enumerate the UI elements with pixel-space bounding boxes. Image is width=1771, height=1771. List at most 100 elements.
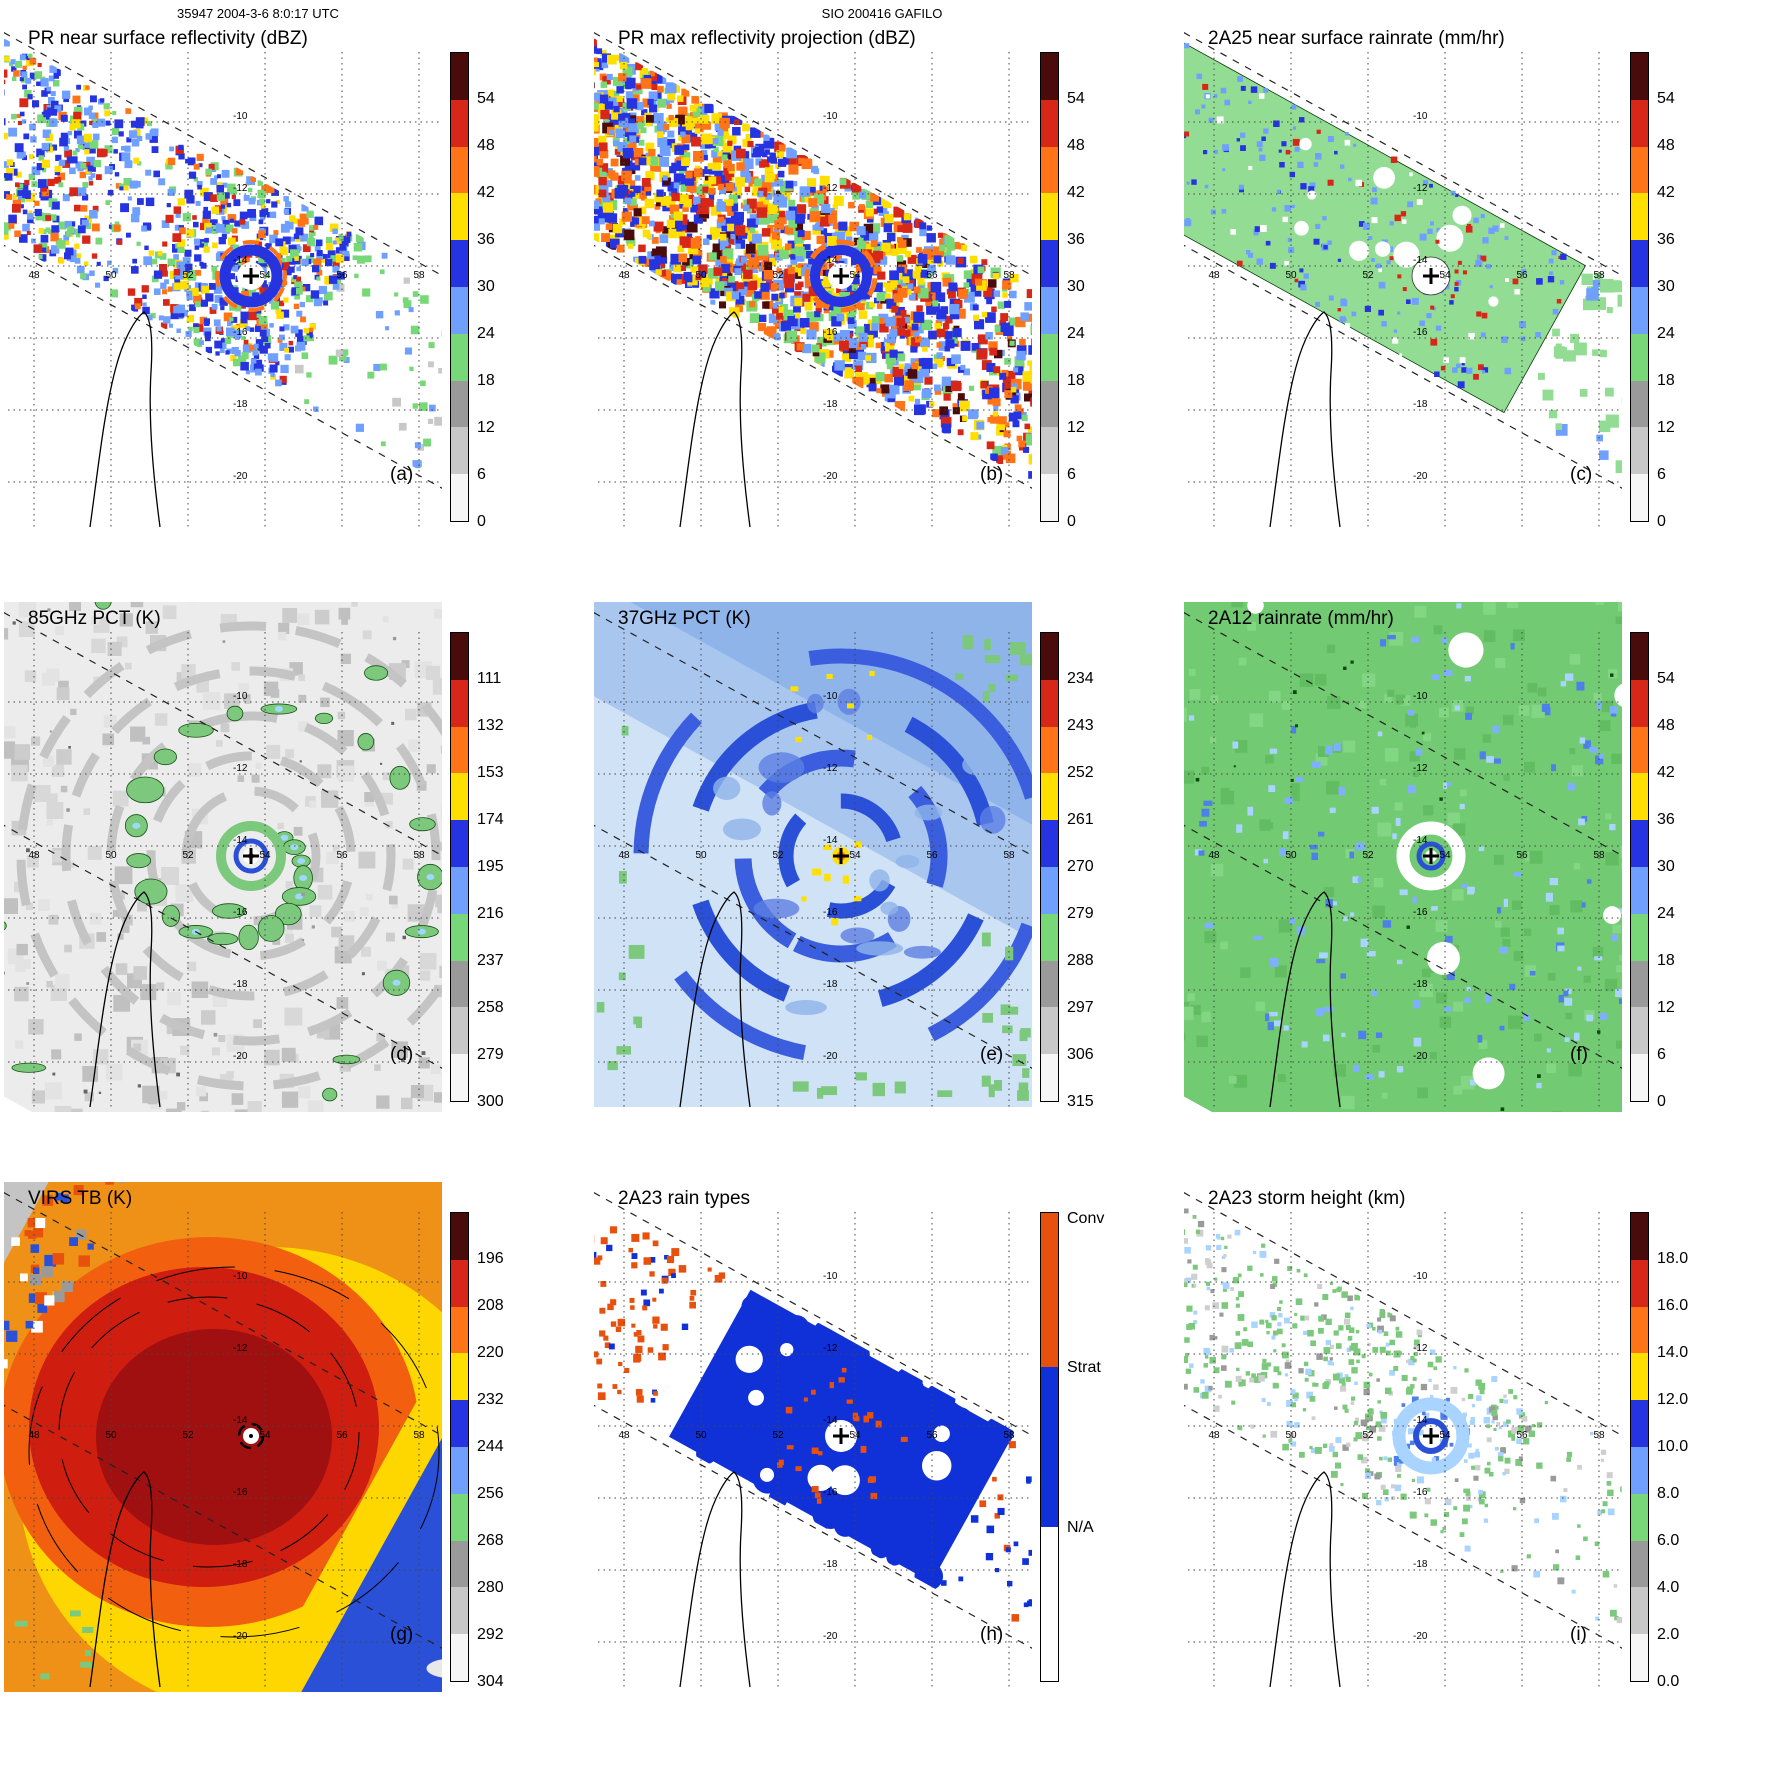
lat-label: -20 xyxy=(1413,1631,1428,1642)
lat-label: -16 xyxy=(823,327,838,338)
panel-c: 48 50 52 54 56 58 -10 -12 -14 -16 -18 -20 2A25 near … xyxy=(1180,22,1770,602)
coastline xyxy=(1269,311,1341,528)
grid-layer xyxy=(1188,1212,1620,1687)
lat-label: -10 xyxy=(823,1271,838,1282)
colorbar-segment xyxy=(451,1446,468,1494)
colorbar-tick-label: 0 xyxy=(1657,1093,1666,1110)
colorbar-segment xyxy=(1041,679,1058,727)
lon-label: 56 xyxy=(1516,1430,1528,1441)
panel-letter: (a) xyxy=(390,464,413,485)
colorbar-segment xyxy=(1631,380,1648,428)
panel-letter: (e) xyxy=(980,1044,1003,1065)
colorbar-e: 234 243 252 261 270 279 288 297 306 315 xyxy=(1040,632,1178,1110)
colorbar-segment xyxy=(1631,240,1648,287)
grid-layer xyxy=(8,632,440,1107)
panel-letter: (g) xyxy=(390,1624,413,1645)
colorbar-segment xyxy=(451,1587,468,1635)
storm-center-marker xyxy=(1423,1428,1439,1444)
lat-label: -12 xyxy=(823,183,838,194)
lat-label: -16 xyxy=(233,1487,248,1498)
colorbar-tick-label: 0.0 xyxy=(1657,1673,1680,1690)
lat-label: -10 xyxy=(1413,1271,1428,1282)
colorbar-tick-label: 220 xyxy=(477,1344,504,1361)
lon-label: 48 xyxy=(28,850,40,861)
lat-label: -16 xyxy=(1413,907,1428,918)
panel-g: 48 50 52 54 56 58 -10 -12 -14 -16 -18 -20 VIRS TB (K… xyxy=(0,1182,590,1762)
colorbar-tick-label: 195 xyxy=(477,858,504,875)
panel-letter: (b) xyxy=(980,464,1003,485)
panel-title: 2A23 storm height (km) xyxy=(1208,1188,1405,1209)
lat-label: -18 xyxy=(1413,399,1428,410)
colorbar-segment xyxy=(451,53,468,100)
colorbar-segment xyxy=(1631,633,1648,680)
colorbar-segment xyxy=(1631,1007,1648,1055)
lon-label: 58 xyxy=(1593,1430,1605,1441)
panel-title: VIRS TB (K) xyxy=(28,1188,132,1209)
colorbar-tick-label: 12 xyxy=(1657,419,1675,436)
colorbar-segment xyxy=(1041,1526,1058,1681)
lon-label: 48 xyxy=(1208,1430,1220,1441)
colorbar-strip xyxy=(1630,52,1649,522)
colorbar-segment xyxy=(1041,1367,1058,1527)
lat-label: -16 xyxy=(823,907,838,918)
colorbar-tick-label: 304 xyxy=(477,1673,504,1690)
panel-d: 48 50 52 54 56 58 -10 -12 -14 -16 -18 -20 85GHz PCT … xyxy=(0,602,590,1182)
geo-labels: 48 50 52 54 56 58 -10 -12 -14 -16 -18 -20 xyxy=(28,1271,425,1642)
panel-a: 48 50 52 54 56 58 -10 -12 -14 -16 -18 -20 PR near su… xyxy=(0,22,590,602)
lon-label: 52 xyxy=(772,270,784,281)
colorbar-segment xyxy=(1041,427,1058,475)
colorbar-segment xyxy=(451,1634,468,1681)
grid-layer xyxy=(1188,52,1620,527)
colorbar-tick-label: 10.0 xyxy=(1657,1438,1689,1455)
panel-b: 48 50 52 54 56 58 -10 -12 -14 -16 -18 -20 PR max ref… xyxy=(590,22,1180,602)
lat-label: -10 xyxy=(1413,111,1428,122)
geo-labels: 48 50 52 54 56 58 -10 -12 -14 -16 -18 -20 xyxy=(1208,1271,1605,1642)
map-h: 48 50 52 54 56 58 -10 -12 -14 -16 -18 -20 2A23 rain … xyxy=(594,1182,1032,1692)
colorbar-tick-label: 196 xyxy=(477,1250,504,1267)
lon-label: 52 xyxy=(182,270,194,281)
lon-label: 54 xyxy=(849,850,861,861)
grid-layer xyxy=(598,52,1030,527)
lon-label: 58 xyxy=(1003,270,1015,281)
colorbar-segment xyxy=(1041,960,1058,1008)
data-layer xyxy=(1184,602,1622,1112)
colorbar-i: 18.0 16.0 14.0 12.0 10.0 8.0 6.0 4.0 2.0 0.0 xyxy=(1630,1212,1768,1690)
grid-layer xyxy=(598,1212,1030,1687)
colorbar-segment xyxy=(451,146,468,194)
lon-label: 56 xyxy=(1516,270,1528,281)
colorbar-strip xyxy=(1040,52,1059,522)
colorbar-tick-label: 12 xyxy=(1067,419,1085,436)
colorbar-segment xyxy=(451,960,468,1008)
panel-letter: (i) xyxy=(1570,1624,1587,1645)
lon-label: 50 xyxy=(105,270,117,281)
colorbar-segment xyxy=(1631,1259,1648,1307)
lat-label: -18 xyxy=(823,979,838,990)
lat-label: -12 xyxy=(1413,1343,1428,1354)
coastline xyxy=(1269,1471,1341,1688)
colorbar-segment xyxy=(1041,380,1058,428)
colorbar-tick-label: 48 xyxy=(1657,717,1675,734)
colorbar-tick-label: 6.0 xyxy=(1657,1532,1680,1549)
colorbar-segment xyxy=(451,1400,468,1447)
colorbar-segment xyxy=(451,679,468,727)
colorbar-segment xyxy=(1631,1400,1648,1447)
colorbar-tick-label: 12 xyxy=(477,419,495,436)
lat-label: -10 xyxy=(823,111,838,122)
lon-label: 48 xyxy=(1208,850,1220,861)
colorbar-tick-label: 288 xyxy=(1067,952,1094,969)
data-layer xyxy=(4,39,442,469)
colorbar-segment xyxy=(451,1353,468,1401)
lon-label: 56 xyxy=(926,270,938,281)
colorbar-tick-label: 24 xyxy=(1067,325,1085,342)
lat-label: -16 xyxy=(233,327,248,338)
lon-label: 48 xyxy=(618,270,630,281)
lon-label: 56 xyxy=(336,850,348,861)
colorbar-tick-label: 315 xyxy=(1067,1093,1094,1110)
colorbar-segment xyxy=(1631,286,1648,334)
colorbar-tick-label: 18.0 xyxy=(1657,1250,1689,1267)
lat-label: -14 xyxy=(233,1415,248,1426)
colorbar-tick-label: 261 xyxy=(1067,811,1094,828)
lon-label: 52 xyxy=(1362,850,1374,861)
colorbar-segment xyxy=(1631,1634,1648,1681)
